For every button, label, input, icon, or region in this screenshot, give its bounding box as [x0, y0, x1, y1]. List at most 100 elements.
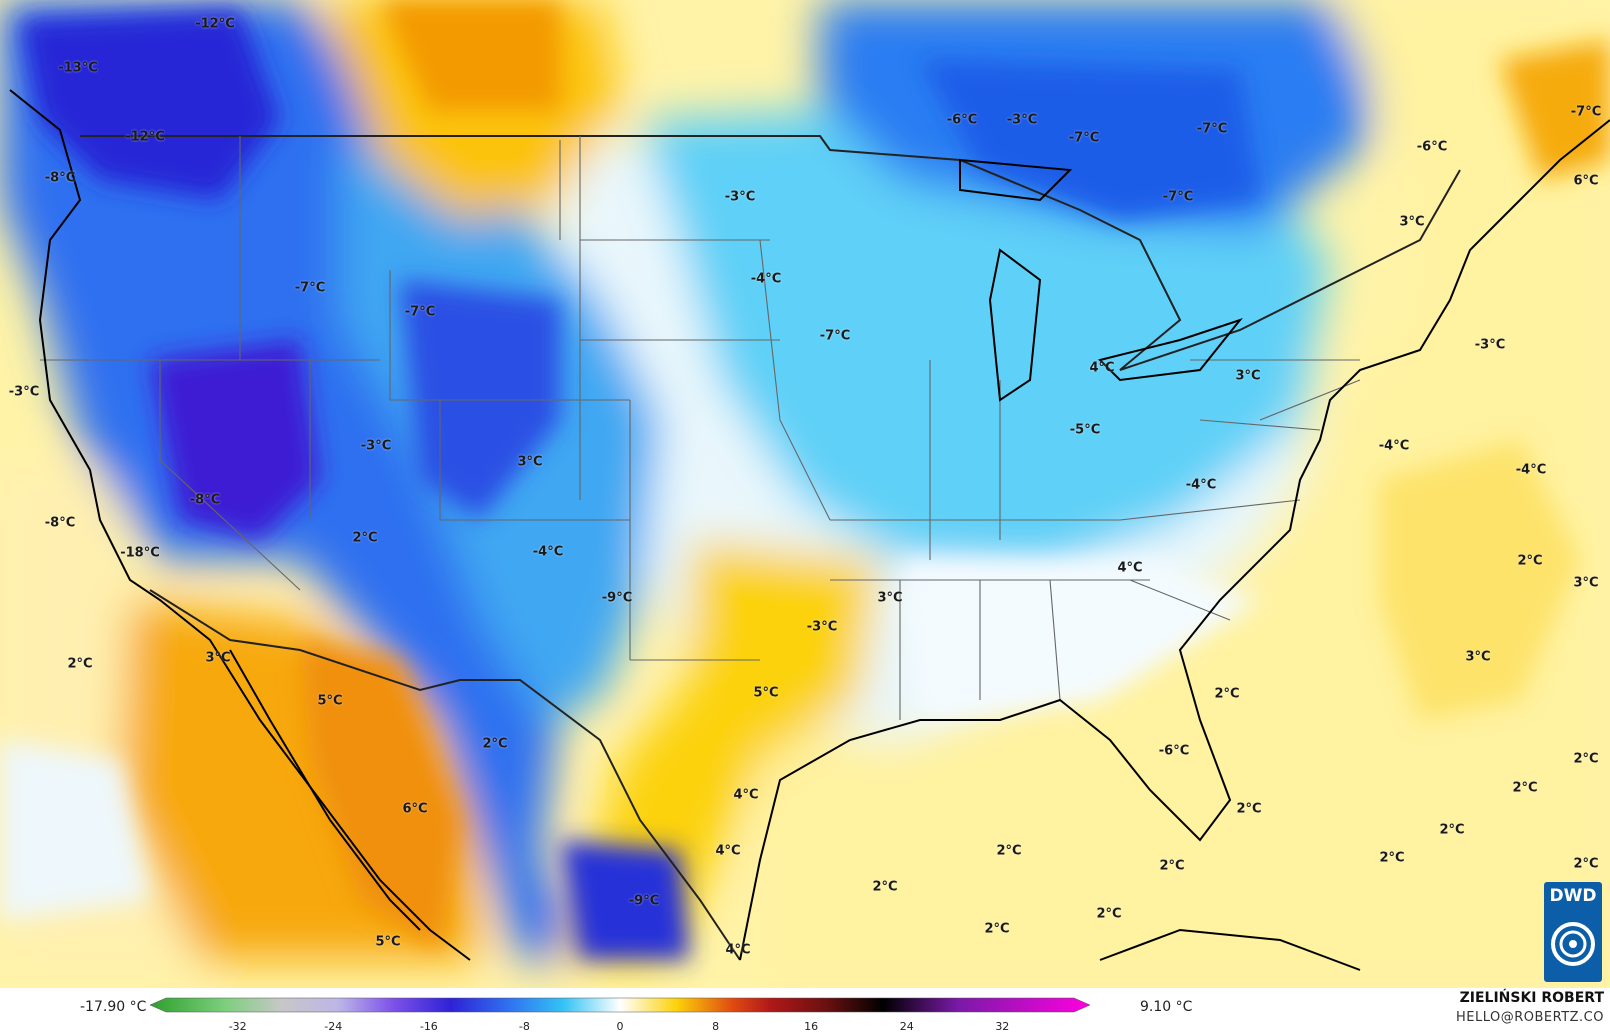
- temperature-label: -4°C: [1185, 477, 1217, 493]
- baja-orange-core: [300, 640, 460, 950]
- temperature-label: -9°C: [601, 590, 633, 606]
- temperature-label: -12°C: [125, 129, 165, 145]
- temperature-label: -8°C: [44, 170, 76, 186]
- temperature-label: -3°C: [806, 619, 838, 635]
- temperature-label: 6°C: [1573, 173, 1599, 189]
- legend-min-value: -17.90 °C: [80, 999, 147, 1015]
- dwd-logo-text: DWD: [1549, 886, 1597, 906]
- temperature-label: -6°C: [946, 112, 978, 128]
- temperature-label: 4°C: [1117, 560, 1143, 576]
- temperature-label: -12°C: [195, 16, 235, 32]
- temperature-label: -6°C: [1416, 139, 1448, 155]
- temperature-label: 3°C: [205, 650, 231, 666]
- temperature-label: -7°C: [1196, 121, 1228, 137]
- temperature-label: -7°C: [819, 328, 851, 344]
- temperature-label: 2°C: [1517, 553, 1543, 569]
- scale-tick-label: -32: [228, 1020, 247, 1033]
- temperature-label: -7°C: [404, 304, 436, 320]
- temperature-label: 2°C: [1214, 686, 1240, 702]
- east-coast-yellow: [760, 0, 1610, 988]
- baja-coast: [229, 649, 421, 931]
- temperature-label: -8°C: [44, 515, 76, 531]
- author-email[interactable]: HELLO@ROBERTZ.CO: [1455, 1010, 1604, 1025]
- temperature-label: 3°C: [1465, 649, 1491, 665]
- temperature-label: 3°C: [1235, 368, 1261, 384]
- temperature-label: 3°C: [1573, 575, 1599, 591]
- temperature-label: 5°C: [753, 685, 779, 701]
- coastlines: [9, 89, 1610, 971]
- temperature-label: -3°C: [724, 189, 756, 205]
- temperature-label: 2°C: [1573, 751, 1599, 767]
- ontario-deep-blue: [920, 60, 1260, 220]
- temperature-label: 2°C: [872, 879, 898, 895]
- temperature-label: 2°C: [984, 921, 1010, 937]
- temperature-label: 5°C: [317, 693, 343, 709]
- temperature-label: -7°C: [1068, 130, 1100, 146]
- temperature-label: 2°C: [1439, 822, 1465, 838]
- gulf-yellow-patch: [1380, 440, 1580, 720]
- temperature-label: -8°C: [189, 492, 221, 508]
- temperature-field: [0, 0, 1610, 988]
- temperature-label: -6°C: [1158, 743, 1190, 759]
- nw-yellow-core: [380, 0, 560, 110]
- temperature-label: -3°C: [1474, 337, 1506, 353]
- ne-orange: [1500, 40, 1610, 180]
- temperature-label: 2°C: [352, 530, 378, 546]
- scale-tick-label: -16: [419, 1020, 438, 1033]
- scale-tick-label: 8: [712, 1020, 720, 1033]
- temperature-label: -7°C: [1162, 189, 1194, 205]
- temperature-label: -4°C: [750, 271, 782, 287]
- temperature-label: 4°C: [715, 843, 741, 859]
- temperature-label: 3°C: [1399, 214, 1425, 230]
- temperature-label: 2°C: [1512, 780, 1538, 796]
- temperature-label: -3°C: [360, 438, 392, 454]
- dwd-swirl-icon: [1551, 922, 1595, 966]
- temperature-label: 2°C: [1379, 850, 1405, 866]
- dwd-logo: DWD: [1544, 882, 1602, 982]
- temperature-label: -7°C: [294, 280, 326, 296]
- state-line-1: [40, 136, 1361, 720]
- temperature-label: -9°C: [628, 893, 660, 909]
- temperature-label: 2°C: [67, 656, 93, 672]
- scale-bar: [150, 997, 1091, 1013]
- temperature-label: 2°C: [1573, 856, 1599, 872]
- legend-max-value: 9.10 °C: [1140, 999, 1193, 1015]
- nw-deep-blue: [20, 10, 280, 200]
- boundaries: [40, 135, 1461, 961]
- mexico-white-patch: [0, 740, 150, 920]
- temperature-label: -18°C: [120, 545, 160, 561]
- temperature-label: -3°C: [8, 384, 40, 400]
- temperature-label: 2°C: [482, 736, 508, 752]
- scale-tick-label: 16: [804, 1020, 819, 1033]
- cuba-coast: [1099, 928, 1361, 971]
- author-name: ZIELIŃSKI ROBERT: [1459, 990, 1604, 1006]
- temperature-label: 2°C: [1096, 906, 1122, 922]
- temperature-label: 2°C: [1159, 858, 1185, 874]
- temperature-label: 2°C: [996, 843, 1022, 859]
- scale-tick-label: 24: [899, 1020, 914, 1033]
- us-mexico-border: [149, 589, 741, 961]
- temperature-label: -4°C: [1515, 462, 1547, 478]
- great-lakes: [959, 158, 1243, 402]
- temperature-label: 5°C: [375, 934, 401, 950]
- temperature-label: 4°C: [733, 787, 759, 803]
- scale-tick-label: -8: [518, 1020, 530, 1033]
- temperature-label: 6°C: [402, 801, 428, 817]
- temperature-label: -4°C: [1378, 438, 1410, 454]
- temperature-label: 2°C: [1236, 801, 1262, 817]
- temperature-label: 3°C: [877, 590, 903, 606]
- temperature-label: -3°C: [1006, 112, 1038, 128]
- temperature-label: 3°C: [517, 454, 543, 470]
- temperature-label: -13°C: [58, 60, 98, 76]
- temperature-label: 4°C: [1089, 360, 1115, 376]
- temperature-label: -7°C: [1570, 104, 1602, 120]
- gulf-coast: [739, 119, 1610, 961]
- temperature-label: -5°C: [1069, 422, 1101, 438]
- temperature-label: -4°C: [532, 544, 564, 560]
- us-canada-border: [80, 135, 1461, 371]
- temperature-label: 4°C: [725, 942, 751, 958]
- se-white-zone: [900, 560, 1260, 720]
- weather-map[interactable]: -12°C -13°C -12°C -8°C -3°C -7°C -7°C -6°C -3°C -…: [0, 0, 1610, 988]
- color-scale: [150, 997, 1091, 1013]
- pacific-coast: [9, 89, 471, 961]
